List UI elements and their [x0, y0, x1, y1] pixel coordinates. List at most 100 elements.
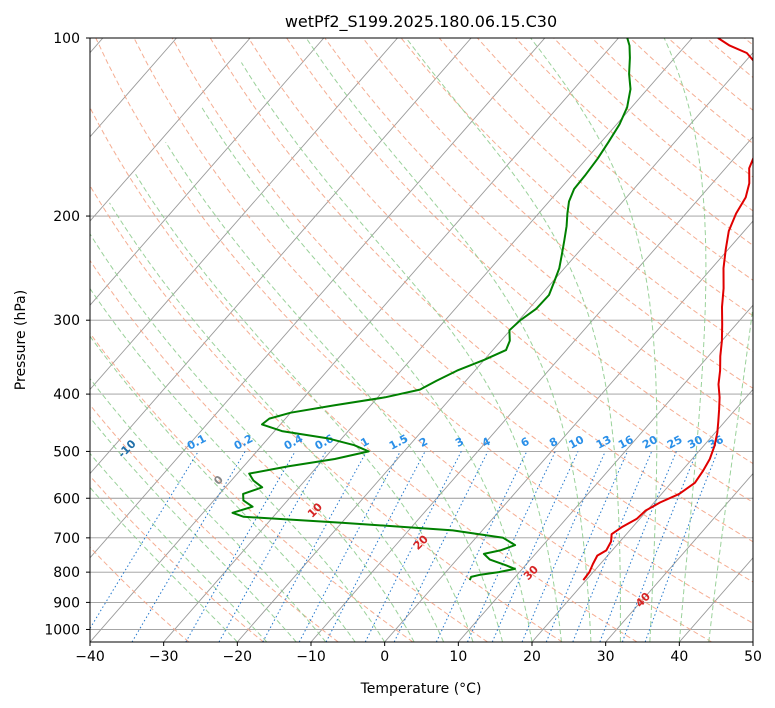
moist-adiabat-line: [405, 38, 621, 642]
x-tick-label: 40: [670, 649, 688, 665]
isotherm-line: [310, 136, 753, 642]
plot-frame: [89, 37, 754, 643]
x-tick-label: −40: [75, 649, 105, 665]
isotherm-line: [384, 220, 753, 642]
profile-lines: [231, 38, 753, 581]
isotherm-line: [90, 38, 251, 222]
dry-adiabat-label: -20: [31, 407, 54, 430]
moist-adiabat-line: [663, 38, 707, 642]
y-tick-label: 700: [53, 531, 80, 547]
y-tick-label: 300: [53, 313, 80, 329]
mixing-ratio-label: 2: [417, 435, 430, 450]
mixing-ratio-line: [262, 451, 368, 642]
x-tick-label: 20: [523, 649, 541, 665]
mixing-ratio-line: [364, 451, 462, 642]
dry-adiabat-line: [286, 38, 753, 465]
y-tick-label: 100: [53, 31, 80, 47]
dry-adiabat-line: [477, 38, 753, 281]
x-tick-label: 50: [744, 649, 762, 665]
y-tick-label: 900: [53, 595, 80, 611]
mixing-ratio-line: [521, 451, 606, 642]
moist-adiabat-line: [90, 233, 415, 642]
moist-adiabat-line: [240, 62, 562, 642]
dry-adiabat-line: [90, 332, 414, 642]
dry-adiabat-line: [705, 38, 753, 79]
dry-adiabat-line: [400, 38, 753, 353]
dry-adiabat-line: [90, 259, 488, 642]
y-tick-label: 600: [53, 491, 80, 507]
chart-title: wetPf2_S199.2025.180.06.15.C30: [285, 12, 557, 32]
moist-adiabat-line: [530, 38, 658, 642]
mixing-ratio-line: [185, 451, 296, 642]
mixing-ratio-line: [621, 451, 698, 642]
mixing-ratio-line: [545, 451, 628, 642]
y-tick-label: 500: [53, 444, 80, 460]
x-axis-label: Temperature (°C): [360, 681, 482, 697]
moist-adiabat-line: [109, 202, 445, 642]
y-tick-label: 1000: [44, 622, 80, 638]
dewpoint-line: [231, 38, 632, 581]
dry-adiabat-line: [362, 38, 753, 389]
moist-adiabat-line: [90, 486, 238, 642]
x-tick-label: −30: [149, 649, 179, 665]
mixing-ratio-line: [491, 451, 579, 642]
isotherm-line: [236, 51, 753, 642]
dry-adiabat-label: 10: [305, 500, 325, 520]
mixing-ratio-label: 6: [519, 435, 532, 450]
x-tick-label: −20: [223, 649, 253, 665]
mixing-ratio-label: 16: [616, 433, 636, 452]
dry-adiabat-label: 30: [521, 563, 541, 583]
y-tick-label: 200: [53, 209, 80, 225]
y-axis-label: Pressure (hPa): [13, 290, 29, 390]
moist-adiabat-line: [90, 416, 297, 642]
moist-adiabat-line: [200, 105, 533, 642]
mixing-ratio-label: 3: [453, 435, 466, 450]
mixing-ratio-label: 1.5: [387, 432, 410, 453]
x-tick-label: 30: [597, 649, 615, 665]
mixing-ratio-line: [218, 451, 327, 642]
isotherm-line: [90, 38, 619, 642]
y-tick-label: 800: [53, 565, 80, 581]
dry-adiabat-line: [90, 475, 264, 642]
moist-adiabat-line: [90, 335, 356, 642]
y-axis-ticks: 100 200 300 400 500 600 700 800 900 1000: [44, 31, 90, 638]
mixing-ratio-line: [298, 451, 401, 642]
moist-adiabat-line: [90, 287, 386, 642]
mixing-ratio-line: [644, 451, 719, 642]
dry-adiabat-line: [438, 38, 753, 317]
dry-adiabat-line: [90, 106, 638, 642]
y-tick-label: 400: [53, 387, 80, 403]
mixing-ratio-line: [599, 451, 677, 642]
dry-adiabat-line: [133, 38, 753, 624]
dry-adiabat-line: [90, 184, 563, 642]
background-lines: [90, 38, 753, 642]
mixing-ratio-label: 13: [594, 433, 614, 452]
mixing-ratio-line: [393, 451, 489, 642]
moist-adiabat-line: [708, 303, 753, 642]
mixing-ratio-line: [572, 451, 653, 642]
dry-adiabat-line: [248, 38, 753, 503]
isotherm-line: [531, 388, 753, 642]
mixing-ratio-label: 10: [567, 433, 587, 452]
moist-adiabat-line: [135, 174, 474, 642]
mixing-ratio-label: 20: [640, 433, 660, 452]
moist-adiabat-line: [90, 377, 327, 642]
mixing-ratio-label: 8: [547, 435, 560, 450]
dry-adiabat-line: [95, 38, 712, 642]
moist-adiabat-line: [305, 38, 592, 642]
mixing-ratio-label: 0.1: [185, 432, 208, 453]
dry-adiabat-label: 0: [211, 473, 226, 488]
dry-adiabat-line: [171, 38, 753, 583]
x-tick-label: −10: [296, 649, 326, 665]
mixing-ratio-label: 25: [665, 433, 685, 452]
mixing-ratio-label: 30: [685, 433, 705, 452]
isotherm-line: [752, 641, 753, 642]
x-tick-label: 10: [449, 649, 467, 665]
isotherm-line: [90, 38, 398, 391]
dry-adiabat-label: 20: [411, 532, 431, 552]
temperature-line: [582, 38, 753, 581]
dry-adiabat-line: [209, 38, 753, 543]
x-axis-ticks: −40 −30 −20 −10 0 10 20 30 40 50: [75, 642, 762, 665]
isotherm-line: [90, 38, 325, 306]
